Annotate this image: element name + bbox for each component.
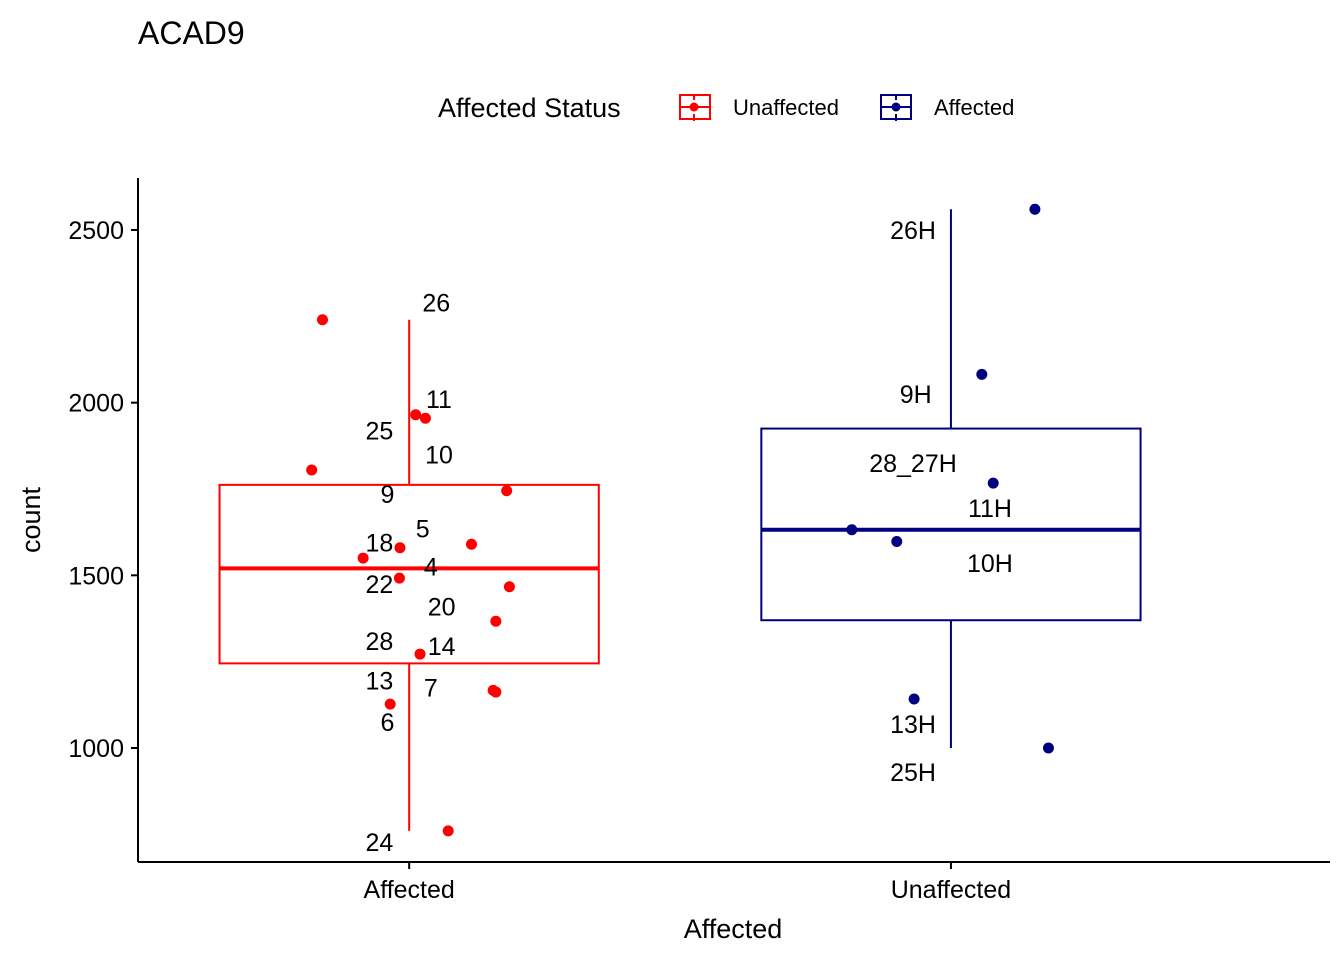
data-point [503, 581, 515, 593]
legend-label-unaffected: Unaffected [733, 95, 839, 120]
point-label: 11H [968, 495, 1012, 523]
legend-key-unaffected [679, 94, 711, 121]
data-point [490, 686, 502, 698]
point-label: 6 [381, 709, 395, 737]
box-iqr [760, 427, 1142, 622]
point-label: 20 [428, 593, 456, 621]
x-axis-title: Affected [684, 914, 783, 944]
point-label: 7 [424, 675, 438, 703]
x-tick-label: Unaffected [891, 876, 1011, 904]
box-group-unaffected: 26H 9H 28_27H 11H 10H 13H 25H [760, 203, 1142, 787]
point-label: 24 [365, 829, 393, 857]
data-point [442, 825, 454, 837]
point-label: 28 [365, 628, 393, 656]
data-point [306, 464, 318, 476]
y-ticks: 1000 1500 2000 2500 [68, 217, 138, 763]
point-label: 9H [900, 381, 932, 409]
x-ticks: Affected Unaffected [364, 862, 1011, 904]
x-axis: Affected Unaffected [138, 861, 1330, 904]
point-label: 18 [365, 530, 393, 558]
legend-key-affected [880, 94, 912, 121]
data-point [316, 314, 328, 326]
y-tick-label: 2000 [68, 390, 124, 418]
point-label: 13 [365, 668, 393, 696]
data-point [414, 648, 426, 660]
point-label: 13H [890, 711, 936, 739]
point-label: 9 [381, 481, 395, 509]
point-label: 4 [424, 554, 438, 582]
box-group-affected: 26 11 10 25 95 18 4 22 20 28 14 13 7 6 24 [218, 290, 600, 857]
legend: Affected Status Unaffected Affected [438, 93, 1014, 123]
point-label: 26H [890, 217, 936, 245]
plot-area: 26 11 10 25 95 18 4 22 20 28 14 13 7 6 24 26H 9H 28_27H 11… [218, 203, 1142, 857]
point-label: 25H [890, 759, 936, 787]
data-point [846, 524, 858, 536]
chart-title: ACAD9 [138, 15, 245, 51]
data-point [891, 535, 903, 547]
legend-label-affected: Affected [934, 95, 1014, 120]
y-tick-label: 1500 [68, 562, 124, 590]
data-point [1029, 203, 1041, 215]
legend-title: Affected Status [438, 93, 621, 123]
y-tick-label: 2500 [68, 217, 124, 245]
data-point [501, 485, 513, 497]
data-point [465, 538, 477, 550]
box-iqr [218, 483, 600, 665]
point-label: 28_27H [869, 450, 957, 478]
point-label: 10H [967, 550, 1013, 578]
point-label: 5 [416, 516, 430, 544]
data-point [357, 552, 369, 564]
point-label: 25 [365, 417, 393, 445]
data-point [908, 693, 920, 705]
data-point [384, 698, 396, 710]
data-point [393, 572, 405, 584]
x-tick-label: Affected [364, 876, 455, 904]
point-label: 10 [425, 441, 453, 469]
data-point [490, 615, 502, 627]
data-point [987, 477, 999, 489]
data-point [419, 412, 431, 424]
data-point [394, 542, 406, 554]
point-label: 26 [422, 290, 450, 318]
y-axis-title: count [16, 486, 46, 553]
data-point [410, 409, 422, 421]
y-axis: 1000 1500 2000 2500 [68, 178, 139, 862]
data-point [1042, 742, 1054, 754]
data-point [976, 368, 988, 380]
point-label: 11 [426, 386, 452, 414]
point-label: 22 [365, 571, 393, 599]
point-label: 14 [428, 633, 456, 661]
y-tick-label: 1000 [68, 735, 124, 763]
